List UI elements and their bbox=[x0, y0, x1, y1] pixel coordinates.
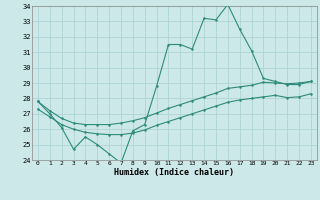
X-axis label: Humidex (Indice chaleur): Humidex (Indice chaleur) bbox=[115, 168, 234, 177]
